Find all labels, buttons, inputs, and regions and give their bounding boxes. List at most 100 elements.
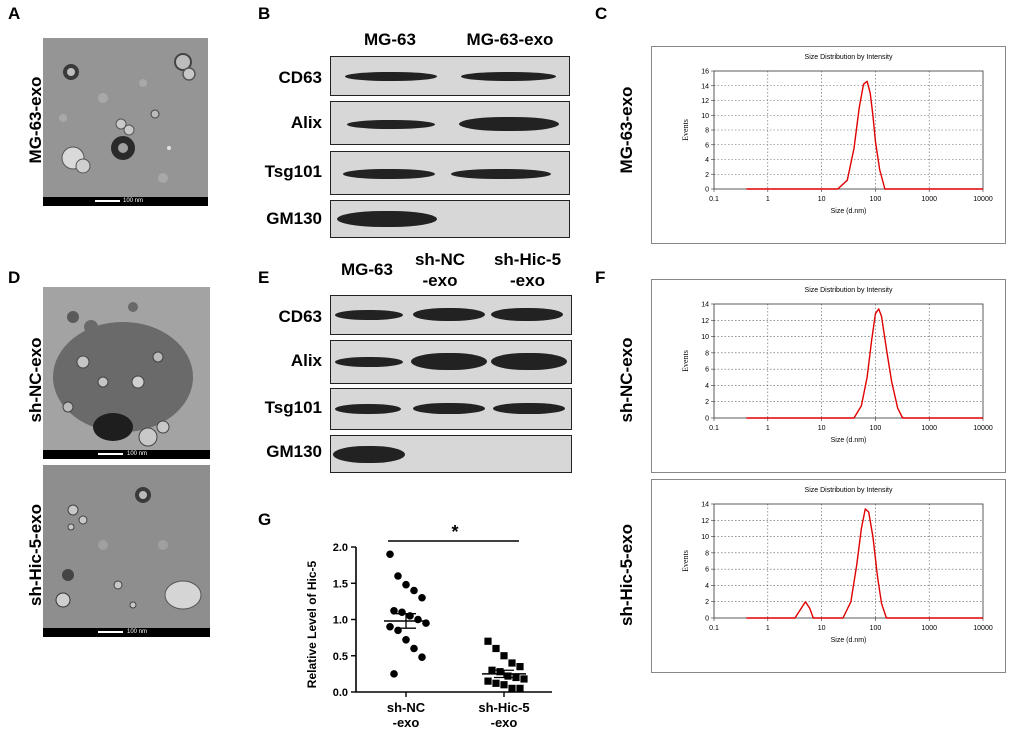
y-tick-label: 2 xyxy=(705,172,709,179)
y-axis-label: Events xyxy=(681,119,690,141)
scale-bar: 100 nm xyxy=(43,628,210,637)
data-point xyxy=(390,670,398,678)
plot-frame xyxy=(713,503,984,619)
data-point xyxy=(414,615,422,624)
data-point xyxy=(398,608,406,617)
protein-label-alix: Alix xyxy=(290,113,322,132)
protein-label-cd63: CD63 xyxy=(278,68,322,87)
y-tick-label: 0.0 xyxy=(333,687,348,699)
y-tick-label: 0 xyxy=(705,416,709,423)
data-point xyxy=(500,681,508,689)
category-label: sh-Hic-5 xyxy=(478,700,529,715)
data-point xyxy=(504,672,512,680)
data-point xyxy=(418,593,426,602)
x-tick-label: 0.1 xyxy=(709,196,719,203)
data-point xyxy=(390,607,398,615)
blot-gm130 xyxy=(330,435,572,473)
category-label: -exo xyxy=(491,715,518,730)
y-tick-label: 0 xyxy=(705,187,709,194)
lane-label-shnc-line2: -exo xyxy=(422,271,458,290)
protein-label-tsg101: Tsg101 xyxy=(264,398,322,417)
data-point xyxy=(410,586,418,595)
chart-title: Size Distribution by Intensity xyxy=(805,287,893,294)
x-tick-label: 10000 xyxy=(973,196,993,203)
data-point xyxy=(496,668,504,676)
lane-label-shhic5-line1: sh-Hic-5 xyxy=(493,250,562,269)
lane-label-shnc-line1: sh-NC xyxy=(414,250,466,269)
x-tick-label: 10 xyxy=(818,196,826,203)
y-tick-label: 8 xyxy=(705,128,709,135)
x-tick-label: 100 xyxy=(870,196,882,203)
data-point xyxy=(402,636,410,644)
x-tick-label: 1000 xyxy=(921,196,937,203)
significance-star: * xyxy=(451,522,458,542)
protein-label-gm130: GM130 xyxy=(266,442,322,461)
panel-letter-g: G xyxy=(258,510,272,529)
chart-title: Size Distribution by Intensity xyxy=(805,487,893,494)
dls-chart-f-shnc: Size Distribution by Intensity 0.1 1 10 100 1… xyxy=(651,279,1006,473)
sample-label-f-shhic5: sh-Hic-5-exo xyxy=(617,523,636,627)
data-point xyxy=(516,663,524,671)
x-tick-label: 100 xyxy=(870,625,882,632)
protein-label-tsg101: Tsg101 xyxy=(264,162,322,181)
sample-label-c: MG-63-exo xyxy=(617,86,636,174)
y-tick-label: 6 xyxy=(705,142,709,149)
lane-label-shhic5-line2: -exo xyxy=(510,271,545,290)
x-axis-label: Size (d.nm) xyxy=(831,208,867,215)
x-axis-label: Size (d.nm) xyxy=(831,437,867,444)
data-point xyxy=(488,666,496,674)
y-tick-label: 2.0 xyxy=(333,542,348,554)
data-point xyxy=(418,653,426,661)
data-point xyxy=(508,659,516,667)
blot-alix xyxy=(330,101,570,145)
y-axis-label: Events xyxy=(681,550,690,572)
data-point xyxy=(500,652,508,660)
y-tick-label: 2 xyxy=(705,399,709,406)
data-point xyxy=(512,673,520,682)
x-tick-label: 10 xyxy=(818,625,826,632)
tem-image-shhic5-exo: 100 nm xyxy=(43,465,210,637)
x-tick-label: 1 xyxy=(766,425,770,432)
data-point xyxy=(484,637,492,645)
y-axis-label: Events xyxy=(681,350,690,372)
data-point xyxy=(386,622,394,631)
scatter-chart-g: 0.0 0.5 1.0 1.5 2.0 Relative Level of Hic-5 sh… xyxy=(290,520,560,730)
y-tick-label: 14 xyxy=(701,83,709,90)
y-tick-label: 4 xyxy=(705,157,709,164)
scale-bar: 100 nm xyxy=(43,450,210,459)
y-tick-label: 10 xyxy=(701,113,709,120)
y-tick-label: 4 xyxy=(705,383,709,390)
y-tick-label: 2 xyxy=(705,599,709,606)
x-tick-label: 10000 xyxy=(973,625,993,632)
blot-cd63 xyxy=(330,56,570,96)
blot-gm130 xyxy=(330,200,570,238)
dls-chart-f-shhic5: Size Distribution by Intensity 0.1 1 10 100 1… xyxy=(651,479,1006,673)
category-label: -exo xyxy=(393,715,420,730)
sample-label-f-shnc: sh-NC-exo xyxy=(617,337,636,423)
data-point xyxy=(492,644,500,653)
protein-label-alix: Alix xyxy=(290,351,322,370)
y-tick-label: 4 xyxy=(705,583,709,590)
scatter-chart-svg: 0.0 0.5 1.0 1.5 2.0 Relative Level of Hic-5 sh… xyxy=(305,522,552,730)
size-distribution-line xyxy=(746,308,983,419)
y-tick-label: 12 xyxy=(701,518,709,525)
scale-bar: 100 nm xyxy=(43,197,208,206)
x-tick-label: 0.1 xyxy=(709,625,719,632)
panel-letter-b: B xyxy=(258,4,271,23)
data-point xyxy=(520,675,528,683)
y-tick-label: 6 xyxy=(705,367,709,374)
y-tick-label: 16 xyxy=(701,69,709,76)
blot-cd63 xyxy=(330,295,572,335)
y-tick-label: 12 xyxy=(701,98,709,105)
data-point xyxy=(386,550,394,559)
lane-label-mg63: MG-63 xyxy=(341,260,393,279)
x-tick-label: 100 xyxy=(870,425,882,432)
y-tick-label: 0.5 xyxy=(333,651,348,663)
tem-image-shnc-exo: 100 nm xyxy=(43,287,210,459)
panel-letter-a: A xyxy=(8,4,21,23)
x-tick-label: 1000 xyxy=(921,425,937,432)
x-tick-label: 0.1 xyxy=(709,425,719,432)
y-tick-label: 1.5 xyxy=(333,578,348,590)
